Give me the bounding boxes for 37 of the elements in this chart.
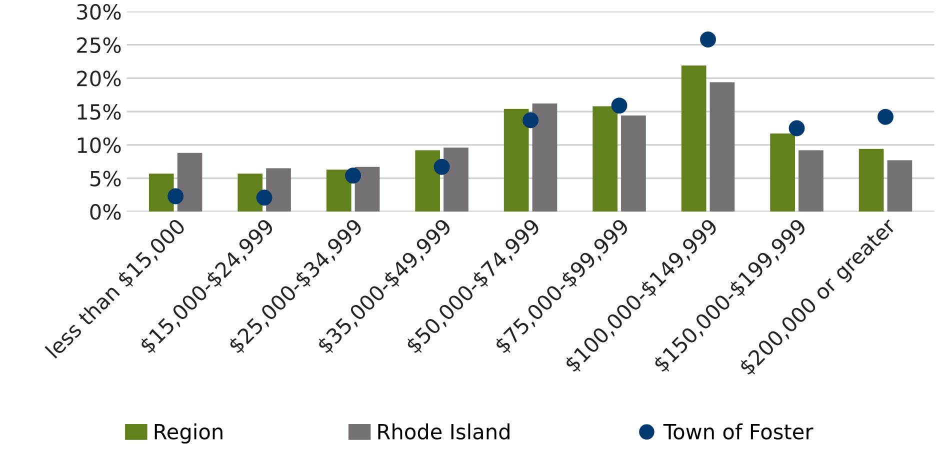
bar xyxy=(710,82,735,212)
y-tick-label: 20% xyxy=(77,70,121,86)
bar xyxy=(532,104,558,212)
legend-label: Rhode Island xyxy=(378,423,510,440)
bar xyxy=(148,174,174,212)
bar xyxy=(592,106,618,212)
point xyxy=(788,120,805,136)
bar xyxy=(177,152,202,212)
point xyxy=(611,98,628,114)
y-tick-label: 30% xyxy=(77,4,121,20)
y-tick-label: 25% xyxy=(77,37,121,54)
legend-label: Town of Foster xyxy=(663,423,814,440)
bar xyxy=(621,116,646,212)
bar xyxy=(354,166,380,212)
y-tick-label: 15% xyxy=(78,104,121,120)
y-tick-label: 5% xyxy=(90,170,121,186)
point xyxy=(434,158,450,175)
bar xyxy=(504,108,529,212)
point xyxy=(522,112,539,128)
bar xyxy=(770,134,795,212)
y-tick-label: 0% xyxy=(90,204,121,220)
legend-label: Region xyxy=(154,423,222,444)
point xyxy=(345,168,362,184)
bar xyxy=(266,168,291,212)
y-tick-label: 10% xyxy=(78,137,121,154)
bar xyxy=(681,66,706,212)
bar xyxy=(326,170,352,212)
bar xyxy=(444,148,468,212)
point xyxy=(700,32,716,48)
bar xyxy=(798,150,824,212)
point xyxy=(168,188,184,204)
point xyxy=(878,108,894,125)
bar xyxy=(858,148,884,212)
point xyxy=(256,190,272,206)
bar xyxy=(887,160,912,212)
bar xyxy=(238,174,263,212)
bar xyxy=(415,150,440,212)
